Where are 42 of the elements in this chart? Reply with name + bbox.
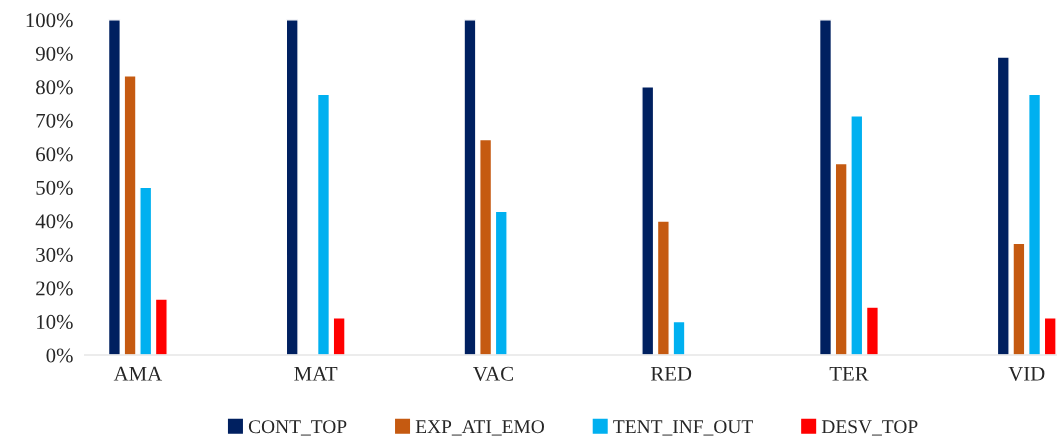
bar bbox=[332, 317, 346, 355]
y-tick-label: 80% bbox=[36, 80, 73, 95]
legend-label: EXP_ATI_EMO bbox=[415, 420, 544, 436]
y-tick-label: 20% bbox=[36, 281, 73, 296]
y-tick-label: 0% bbox=[46, 348, 73, 363]
bar bbox=[672, 320, 686, 355]
x-tick-label: VAC bbox=[473, 366, 513, 381]
bar bbox=[494, 210, 508, 355]
legend-label: DESV_TOP bbox=[821, 420, 918, 436]
bar bbox=[107, 19, 121, 355]
x-tick-label: AMA bbox=[113, 366, 163, 381]
bar bbox=[818, 19, 833, 355]
bar bbox=[139, 186, 153, 355]
y-tick-label: 60% bbox=[36, 147, 73, 162]
y-tick-label: 10% bbox=[37, 314, 73, 329]
x-tick-label: RED bbox=[650, 366, 692, 381]
x-tick-label: TER bbox=[829, 366, 869, 381]
x-tick-label: VID bbox=[1008, 366, 1045, 381]
bar bbox=[1012, 242, 1026, 355]
y-tick-label: 50% bbox=[36, 180, 73, 195]
y-tick-label: 70% bbox=[36, 113, 73, 128]
bar bbox=[479, 138, 493, 355]
bar bbox=[641, 86, 655, 355]
bar bbox=[123, 75, 137, 355]
x-tick-label: MAT bbox=[294, 366, 338, 381]
bar bbox=[996, 56, 1010, 355]
bar bbox=[316, 93, 331, 355]
bar bbox=[850, 115, 864, 355]
y-tick-label: 30% bbox=[36, 247, 73, 262]
y-tick-label: 90% bbox=[35, 46, 73, 61]
y-tick-label: 40% bbox=[35, 214, 73, 229]
bar bbox=[1043, 317, 1057, 355]
bar bbox=[834, 162, 848, 355]
bar bbox=[656, 220, 670, 355]
bar bbox=[1027, 93, 1042, 355]
bar bbox=[463, 19, 477, 355]
bar bbox=[285, 19, 299, 355]
legend-label: CONT_TOP bbox=[248, 420, 347, 436]
bar bbox=[865, 306, 879, 355]
legend-label: TENT_INF_OUT bbox=[613, 420, 753, 436]
bar bbox=[154, 298, 168, 355]
y-tick-label: 100% bbox=[26, 13, 73, 28]
